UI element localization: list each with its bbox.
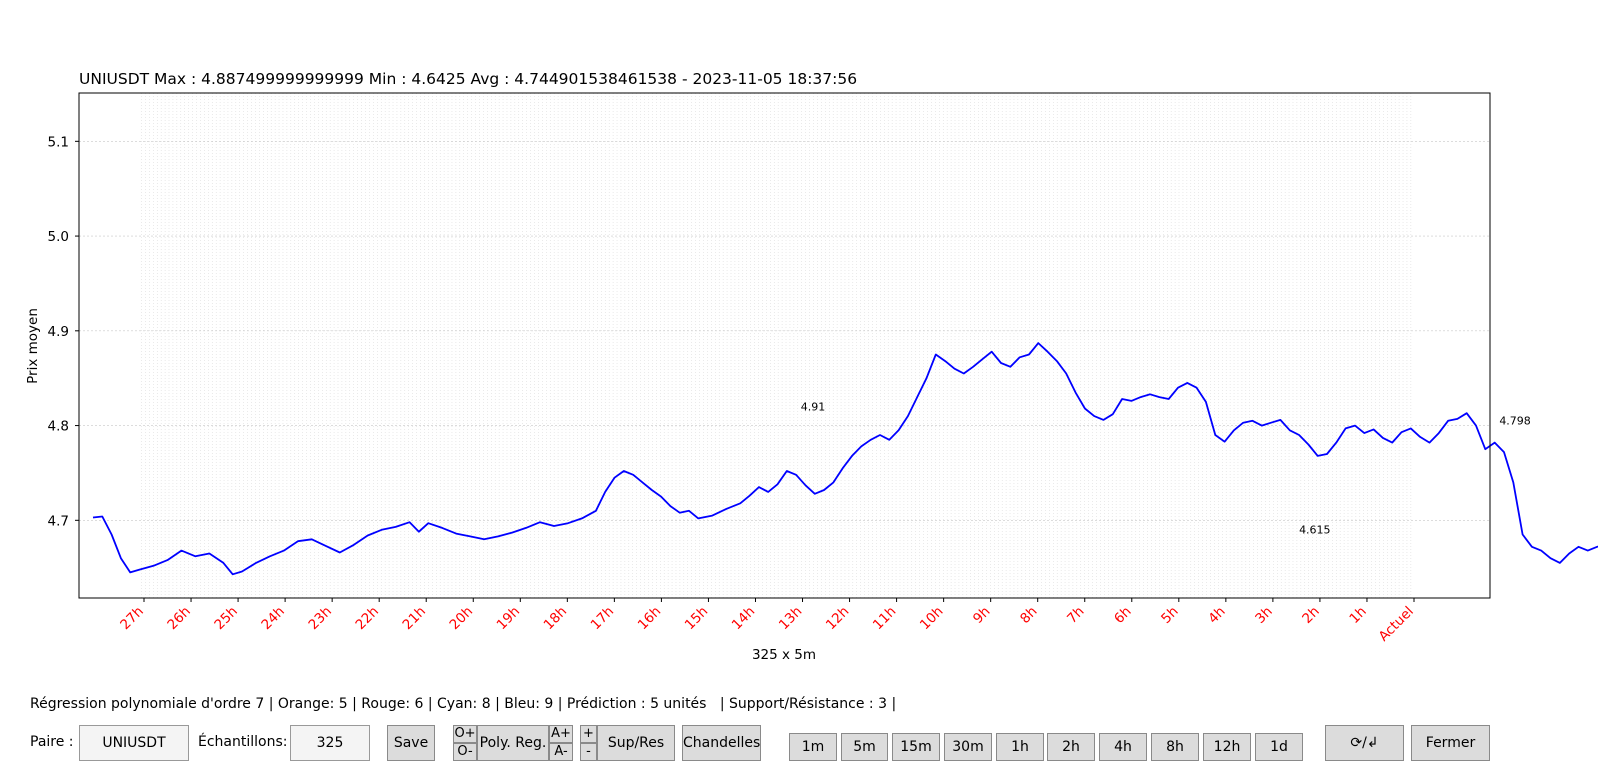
timeframe-5m-button[interactable]: 5m [841,733,888,761]
price-chart: 4.7 4.8 4.9 5.0 5.1 27h 26h 25h 24h 23h 22h 21h 20h 1… [25,70,1598,663]
minus-button[interactable]: - [580,743,597,761]
x-tick-label: 2h [1299,604,1322,627]
sup-res-button[interactable]: Sup/Res [597,725,675,761]
x-tick-label: 19h [494,604,524,634]
timeframe-2h-button[interactable]: 2h [1047,733,1095,761]
x-axis-label: 325 x 5m [752,647,816,663]
x-tick-label: 4h [1205,604,1228,627]
y-tick-label: 5.0 [48,229,69,245]
save-button[interactable]: Save [387,725,435,761]
x-tick-label: 9h [970,604,993,627]
x-tick-label: 5h [1158,604,1181,627]
x-tick-label: 18h [541,604,571,634]
x-tick-label: 26h [164,604,194,634]
annotation-label: 4.798 [1499,415,1531,428]
x-tick-label: 13h [776,604,806,634]
x-tick-label: 7h [1064,604,1087,627]
chart-title: UNIUSDT Max : 4.887499999999999 Min : 4.… [79,70,857,88]
refresh-button[interactable]: ⟳/↲ [1325,725,1404,761]
x-tick-label: 10h [917,604,947,634]
a-plus-button[interactable]: A+ [549,725,573,743]
y-axis-label: Prix moyen [25,308,41,384]
pair-label: Paire : [30,734,74,750]
x-tick-label: 3h [1252,604,1275,627]
series-lines [92,342,1598,576]
order-plus-button[interactable]: O+ [453,725,477,743]
timeframe-1d-button[interactable]: 1d [1255,733,1303,761]
close-button[interactable]: Fermer [1411,725,1490,761]
timeframe-4h-button[interactable]: 4h [1099,733,1147,761]
x-tick-label: 22h [353,604,383,634]
y-tick-label: 5.1 [48,134,69,150]
timeframe-12h-button[interactable]: 12h [1203,733,1251,761]
candles-button[interactable]: Chandelles [682,725,761,761]
y-tick-label: 4.7 [48,513,69,529]
info-line: Régression polynomiale d'ordre 7 | Orang… [30,696,897,712]
x-tick-label: 20h [447,604,477,634]
a-minus-button[interactable]: A- [549,743,573,761]
annotations: 4.91 4.615 4.798 [801,400,1531,536]
order-minus-button[interactable]: O- [453,743,477,761]
x-tick-label: 8h [1017,604,1040,627]
x-tick-label: 14h [729,604,759,634]
x-tick-label: 27h [117,604,147,634]
grid [79,93,1490,598]
timeframe-30m-button[interactable]: 30m [944,733,992,761]
annotation-label: 4.91 [801,400,826,413]
timeframe-1m-button[interactable]: 1m [789,733,837,761]
x-tick-label: 15h [682,604,712,634]
samples-label: Échantillons: [198,734,288,750]
x-tick-label: 1h [1346,604,1369,627]
timeframe-15m-button[interactable]: 15m [892,733,940,761]
x-tick-label: 21h [400,604,430,634]
axis-ticks: 4.7 4.8 4.9 5.0 5.1 27h 26h 25h 24h 23h 22h 21h 20h 1… [48,134,1417,644]
y-tick-label: 4.9 [48,324,69,340]
x-tick-label: Actuel [1376,604,1417,645]
series-line-0 [92,342,1598,576]
samples-input[interactable]: 325 [290,725,370,761]
pair-input[interactable]: UNIUSDT [79,725,189,761]
poly-reg-button[interactable]: Poly. Reg. [477,725,549,761]
x-tick-label: 11h [870,604,900,634]
x-tick-label: 24h [258,604,288,634]
annotation-label: 4.615 [1299,524,1331,537]
plus-button[interactable]: + [580,725,597,743]
timeframe-8h-button[interactable]: 8h [1151,733,1199,761]
x-tick-label: 23h [305,604,335,634]
x-tick-label: 16h [635,604,665,634]
x-tick-label: 12h [823,604,853,634]
y-tick-label: 4.8 [48,419,69,435]
x-tick-label: 6h [1111,604,1134,627]
timeframe-1h-button[interactable]: 1h [996,733,1044,761]
plot-frame [78,92,1491,599]
x-tick-label: 17h [588,604,618,634]
x-tick-label: 25h [211,604,241,634]
